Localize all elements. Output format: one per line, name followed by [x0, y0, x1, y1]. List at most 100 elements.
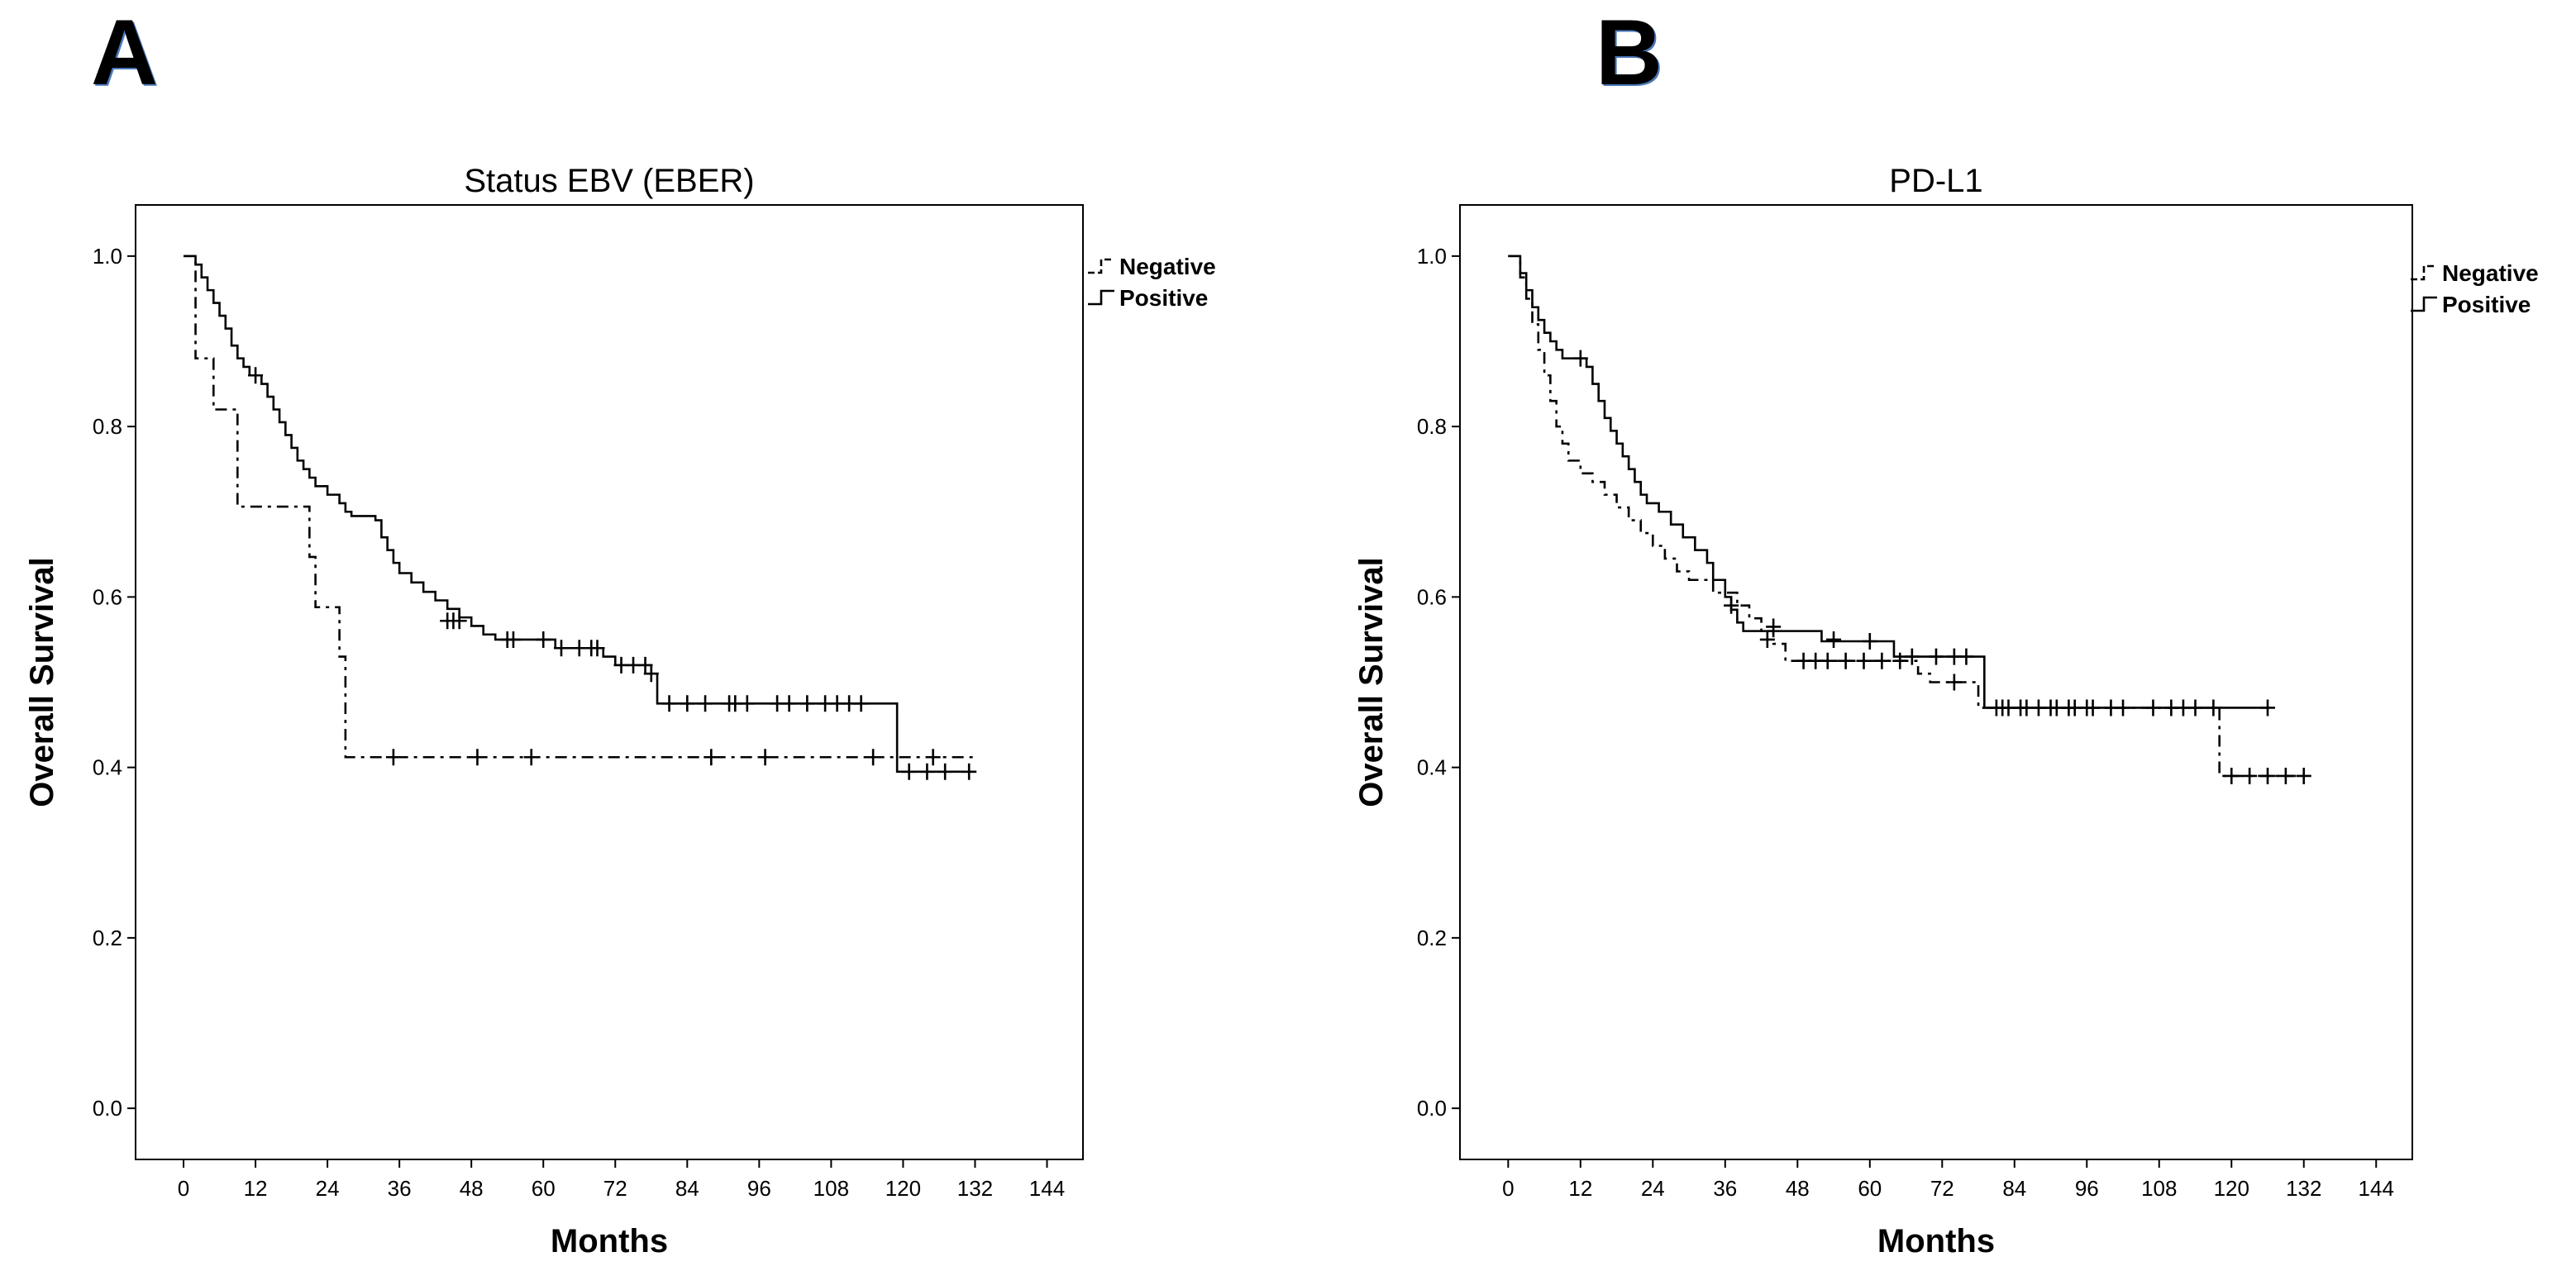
y-tick-label: 1.0 [1417, 244, 1447, 269]
censor-mark-positive [1958, 648, 1974, 665]
x-tick-label: 24 [1641, 1176, 1665, 1201]
series-line-positive [184, 255, 976, 774]
y-tick-label: 0.2 [1417, 926, 1447, 950]
censor-mark-positive [2085, 699, 2101, 716]
x-tick-label: 60 [532, 1176, 556, 1201]
censor-mark-positive [451, 612, 467, 630]
censor-mark-negative [385, 749, 401, 766]
x-tick-label: 12 [244, 1176, 268, 1201]
x-tick-label: 36 [1713, 1176, 1737, 1201]
censor-mark-positive [680, 695, 695, 712]
censor-mark-negative [470, 749, 485, 766]
x-tick-label: 72 [603, 1176, 627, 1201]
censor-mark-negative [1892, 652, 1908, 669]
legend-swatch-positive [1088, 289, 1114, 306]
x-tick-label: 60 [1858, 1176, 1882, 1201]
x-tick-label: 36 [388, 1176, 412, 1201]
censor-mark-positive [505, 631, 521, 648]
x-tick-label: 120 [885, 1176, 921, 1201]
x-tick-label: 72 [1930, 1176, 1954, 1201]
legend-label-negative: Negative [1119, 254, 1216, 279]
x-tick-label: 108 [813, 1176, 849, 1201]
y-tick-label: 1.0 [93, 244, 122, 269]
x-tick-label: 120 [2214, 1176, 2249, 1201]
censor-mark-positive [2043, 699, 2058, 716]
censor-mark-positive [1826, 631, 1842, 648]
y-tick-label: 0.6 [93, 584, 122, 609]
censor-mark-positive [637, 656, 653, 674]
chart-title: Status EBV (EBER) [464, 163, 754, 199]
y-axis-label: Overall Survival [1353, 557, 1390, 807]
y-tick-label: 0.0 [93, 1096, 122, 1121]
legend-label-positive: Positive [2442, 292, 2531, 317]
series-line-negative [1508, 255, 2304, 778]
censor-mark-positive [2061, 699, 2077, 716]
censor-mark-negative [1856, 652, 1872, 669]
censor-mark-negative [2278, 767, 2293, 784]
chart-b-survival-pdl1: PD-L1 Months Overall Survival 0 12 24 36 48 60 72… [1353, 163, 2539, 1259]
censor-mark-negative [2242, 767, 2258, 784]
x-axis-label: Months [551, 1223, 668, 1259]
censor-mark-negative [757, 749, 773, 766]
panel-label-a: A [91, 1, 158, 104]
censor-mark-positive [2187, 699, 2203, 716]
censor-mark-positive [1904, 648, 1920, 665]
x-tick-label: 12 [1568, 1176, 1592, 1201]
legend-label-positive: Positive [1119, 285, 1208, 311]
censor-mark-negative [523, 749, 539, 766]
censor-mark-positive [1862, 633, 1877, 650]
x-tick-label: 144 [1029, 1176, 1065, 1201]
y-tick-label: 0.6 [1417, 584, 1447, 609]
censor-mark-positive [739, 695, 755, 712]
censor-mark-negative [704, 749, 719, 766]
x-tick-label: 144 [2359, 1176, 2394, 1201]
censor-mark-positive [2019, 699, 2035, 716]
y-tick-label: 0.8 [93, 414, 122, 439]
censor-mark-positive [799, 695, 815, 712]
censor-mark-positive [2206, 699, 2221, 716]
censor-mark-positive [1929, 648, 1944, 665]
censor-mark-positive [698, 695, 713, 712]
chart-title: PD-L1 [1889, 163, 1982, 199]
x-tick-label: 132 [957, 1176, 993, 1201]
chart-a-survival-ebv: Status EBV (EBER) Months Overall Survival 0… [24, 163, 1216, 1259]
plot-frame [135, 204, 1084, 1160]
x-tick-label: 0 [1502, 1176, 1514, 1201]
censor-mark-positive [781, 695, 797, 712]
series-line-negative [184, 255, 976, 759]
x-tick-label: 108 [2141, 1176, 2177, 1201]
x-tick-label: 84 [2002, 1176, 2026, 1201]
x-tick-label: 96 [747, 1176, 771, 1201]
censor-mark-positive [248, 367, 264, 384]
censor-mark-positive [2260, 699, 2276, 716]
y-tick-label: 0.4 [1417, 755, 1447, 780]
y-tick-label: 0.0 [1417, 1096, 1447, 1121]
y-tick-label: 0.2 [93, 926, 122, 950]
censor-mark-positive [2145, 699, 2161, 716]
censor-mark-positive [1572, 350, 1588, 367]
censor-mark-positive [553, 640, 569, 657]
y-tick-label: 0.4 [93, 755, 122, 780]
censor-mark-positive [2116, 699, 2131, 716]
censor-mark-positive [961, 763, 977, 780]
censor-mark-negative [2224, 767, 2240, 784]
censor-mark-positive [1995, 699, 2011, 716]
censor-mark-positive [1766, 618, 1782, 636]
legend-label-negative: Negative [2442, 260, 2539, 286]
censor-mark-negative [1946, 674, 1962, 691]
x-tick-label: 48 [460, 1176, 484, 1201]
series-line-positive [1508, 255, 2268, 709]
legend-swatch-negative [1088, 258, 1114, 274]
x-tick-label: 0 [178, 1176, 189, 1201]
x-tick-label: 96 [2075, 1176, 2099, 1201]
censor-mark-negative [1874, 652, 1890, 669]
censor-mark-negative [2260, 767, 2276, 784]
censor-mark-negative [1759, 631, 1775, 648]
censor-mark-positive [643, 665, 659, 683]
plot-frame [1459, 204, 2413, 1160]
legend-swatch-negative [2411, 264, 2437, 281]
y-tick-label: 0.8 [1417, 414, 1447, 439]
censor-mark-positive [536, 631, 551, 648]
censor-mark-positive [901, 763, 917, 780]
